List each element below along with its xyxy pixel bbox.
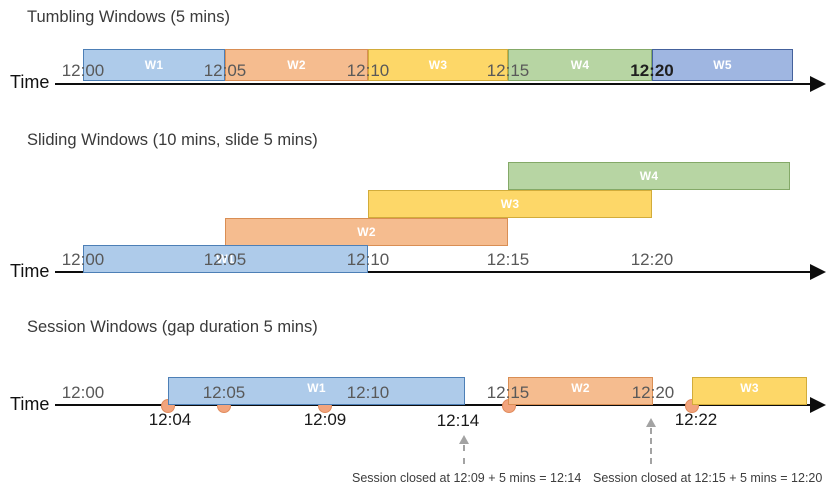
session-window-w1: W1 <box>168 377 465 405</box>
sliding-window-w4: W4 <box>508 162 790 190</box>
tumbling-window-w5: W5 <box>652 49 793 81</box>
dashed-arrow-line <box>463 445 465 464</box>
sliding-title: Sliding Windows (10 mins, slide 5 mins) <box>27 131 318 149</box>
sliding-tick-12-00: 12:00 <box>61 250 105 269</box>
tumbling-time-axis <box>55 83 812 85</box>
event-label-12-09: 12:09 <box>303 410 347 429</box>
tumbling-time-axis-label: Time <box>10 72 50 92</box>
window-label: W4 <box>570 58 590 72</box>
sliding-window-w1: W1 <box>83 245 368 273</box>
sliding-time-axis-label: Time <box>10 261 50 281</box>
session-window-w2: W2 <box>508 377 653 405</box>
window-label: W5 <box>713 58 732 72</box>
session-annotation-w2-close: Session closed at 12:15 + 5 mins = 12:20 <box>593 471 823 485</box>
sliding-window-w3: W3 <box>368 190 652 218</box>
tumbling-title: Tumbling Windows (5 mins) <box>27 8 230 26</box>
window-label: W4 <box>639 169 659 183</box>
sliding-tick-12-15: 12:15 <box>486 250 530 269</box>
session-time-axis-label: Time <box>10 394 50 414</box>
sliding-tick-12-20: 12:20 <box>630 250 674 269</box>
session-window-w3: W3 <box>692 377 807 405</box>
sliding-axis-arrowhead-icon <box>810 264 826 280</box>
session-title: Session Windows (gap duration 5 mins) <box>27 318 318 336</box>
window-label: W2 <box>357 225 376 239</box>
event-label-12-04: 12:04 <box>148 410 192 429</box>
session-tick-12-15: 12:15 <box>486 383 530 402</box>
window-label: W3 <box>740 381 759 395</box>
sliding-tick-12-05: 12:05 <box>203 250 247 269</box>
session-tick-12-20: 12:20 <box>631 383 675 402</box>
session-tick-12-05: 12:05 <box>202 383 246 402</box>
tumbling-tick-12-15: 12:15 <box>486 61 530 80</box>
session-annotation-w1-close: Session closed at 12:09 + 5 mins = 12:14 <box>352 471 582 485</box>
dashed-arrow-up-icon <box>646 418 656 427</box>
tumbling-window-w4: W4 <box>508 49 652 81</box>
tumbling-tick-12-05: 12:05 <box>203 61 247 80</box>
tumbling-window-w3: W3 <box>368 49 508 81</box>
tumbling-tick-12-20: 12:20 <box>630 61 674 80</box>
window-label: W2 <box>571 381 590 395</box>
session-tick-12-00: 12:00 <box>61 383 105 402</box>
window-label: W1 <box>216 252 235 266</box>
window-label: W1 <box>307 381 326 395</box>
sliding-tick-12-10: 12:10 <box>346 250 390 269</box>
event-label-12-22: 12:22 <box>674 410 718 429</box>
dashed-arrow-up-icon <box>459 435 469 444</box>
session-axis-arrowhead-icon <box>810 397 826 413</box>
tumbling-window-w1: W1 <box>83 49 225 81</box>
session-tick-12-10: 12:10 <box>346 383 390 402</box>
tumbling-tick-12-00: 12:00 <box>61 61 105 80</box>
tumbling-axis-arrowhead-icon <box>810 76 826 92</box>
tumbling-window-w2: W2 <box>225 49 368 81</box>
sliding-time-axis <box>55 271 812 273</box>
session-time-axis <box>55 404 812 406</box>
sliding-window-w2: W2 <box>225 218 508 246</box>
tumbling-tick-12-10: 12:10 <box>346 61 390 80</box>
window-label: W3 <box>428 58 448 72</box>
event-label-12-14: 12:14 <box>436 411 480 430</box>
window-label: W1 <box>144 58 164 72</box>
dashed-arrow-line <box>650 428 652 464</box>
window-label: W3 <box>500 197 520 211</box>
window-label: W2 <box>287 58 306 72</box>
